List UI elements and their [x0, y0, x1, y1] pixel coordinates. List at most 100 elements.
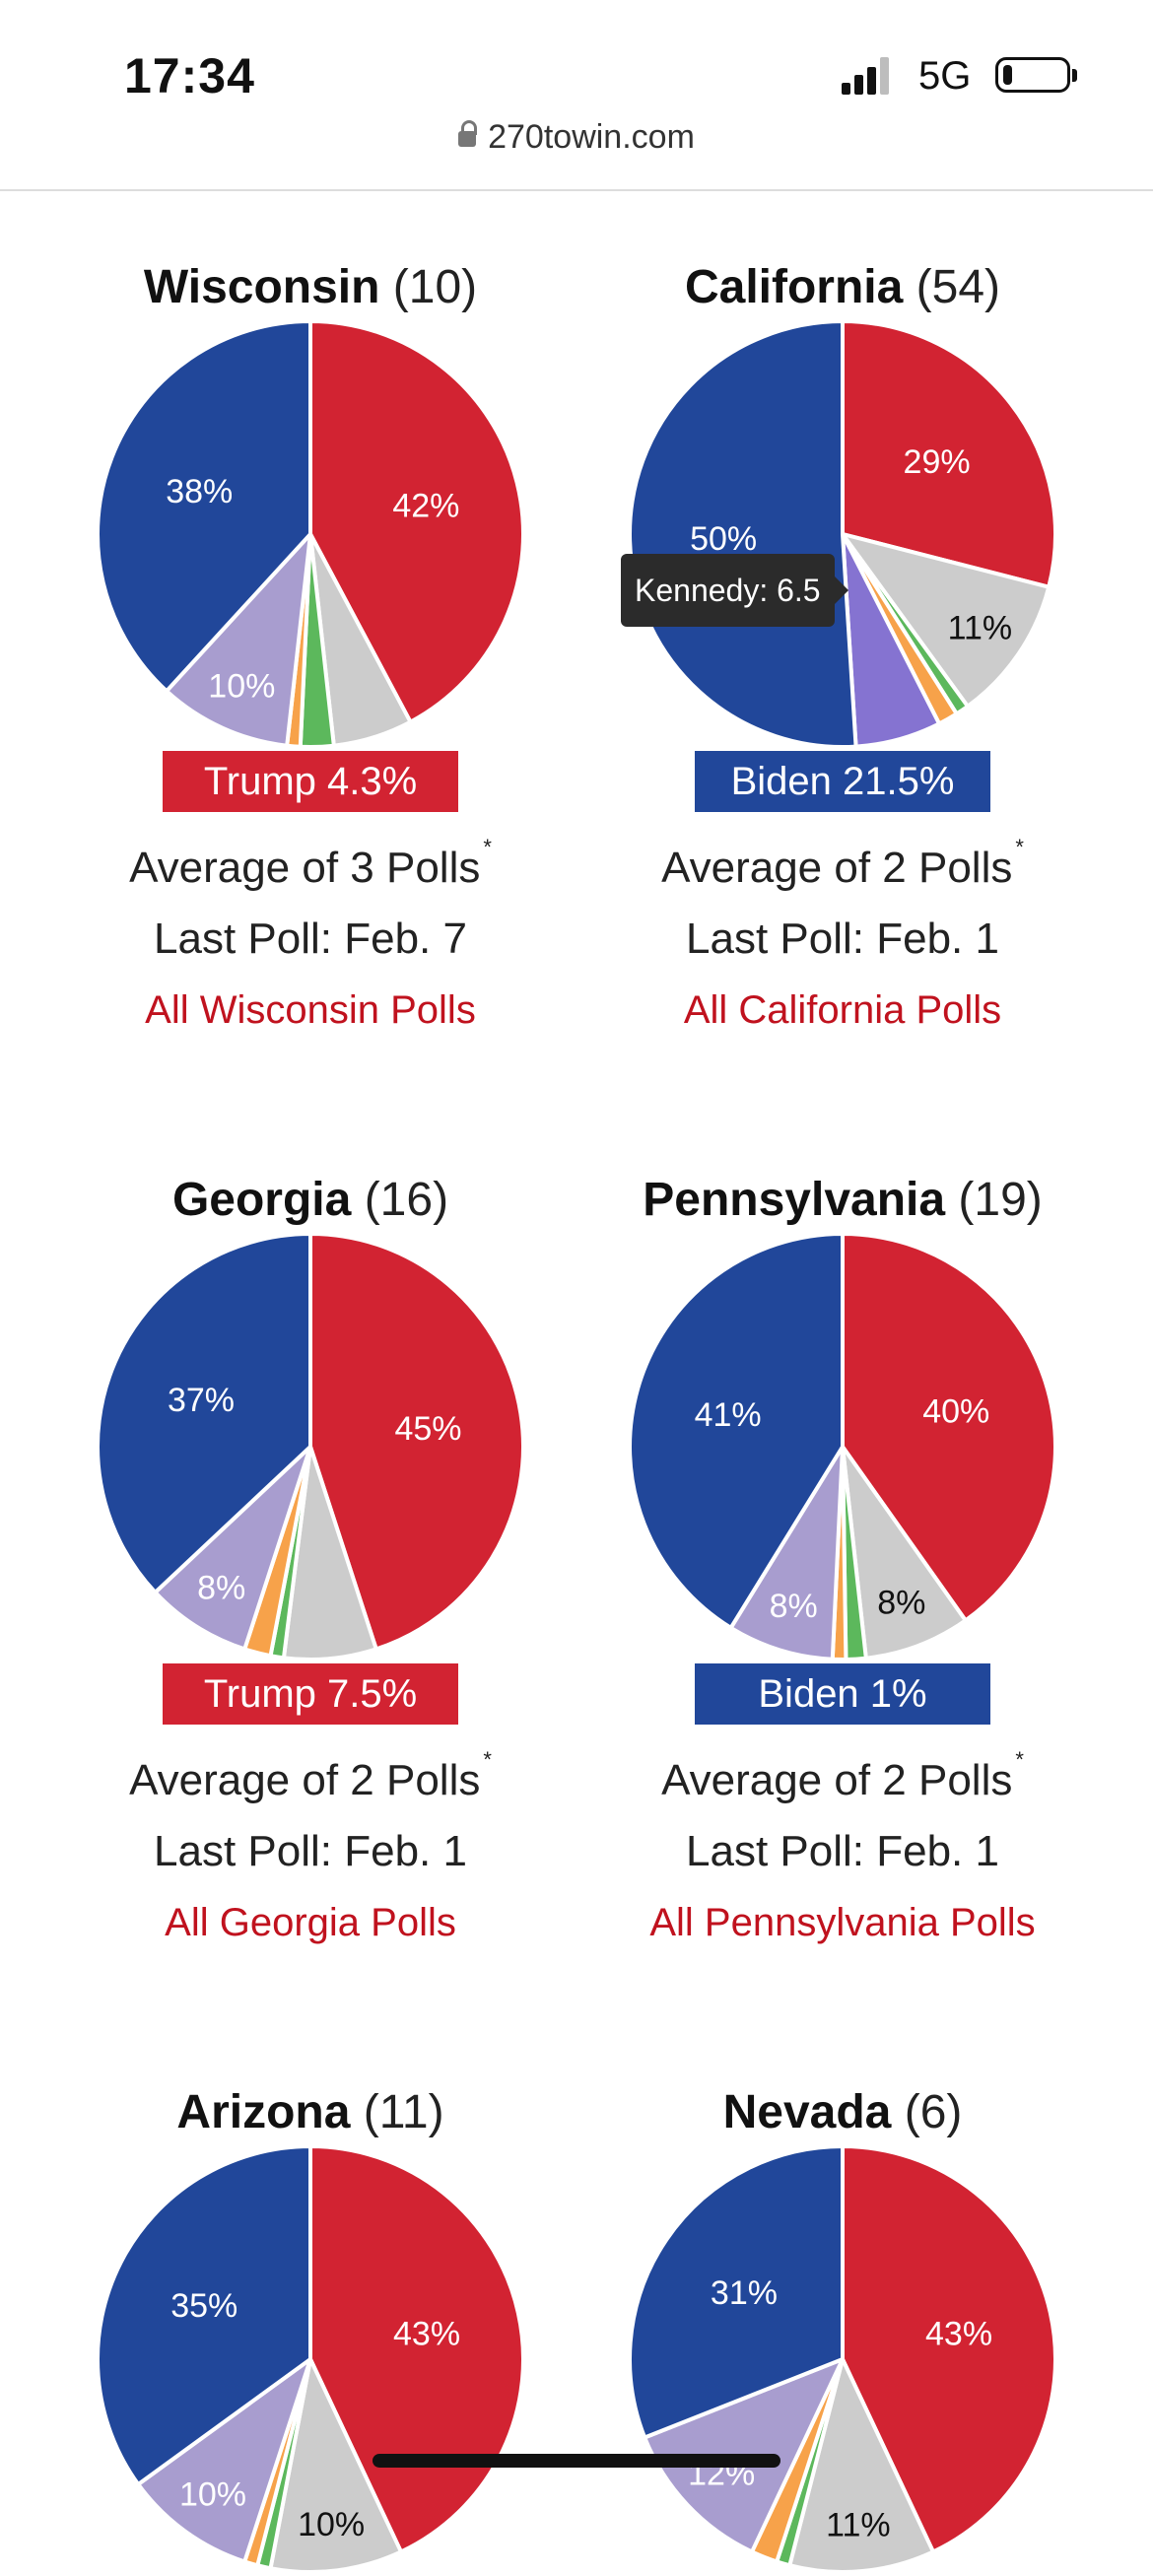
polling-leader-badge: Trump 7.5% [163, 1663, 458, 1725]
last-poll-date: Last Poll: Feb. 1 [154, 1827, 467, 1875]
state-title: Pennsylvania (19) [576, 1171, 1109, 1230]
pie-svg: 29% 11% 50% [628, 319, 1057, 749]
pie-data-label: 45% [394, 1410, 461, 1448]
pie-slice-biden[interactable] [628, 1232, 845, 1630]
electoral-votes: (54) [916, 261, 1001, 313]
home-indicator[interactable] [373, 2454, 780, 2468]
pie-data-label: 40% [922, 1392, 989, 1430]
pie-data-label: 8% [197, 1569, 245, 1606]
pie-slice-kennedy[interactable] [165, 532, 312, 748]
url-divider [0, 189, 1153, 191]
state-card-pennsylvania: Pennsylvania (19) 40% 8% 8% 41% Biden 1% Av… [576, 1171, 1109, 1958]
state-name: Georgia [171, 1174, 352, 1226]
url-bar[interactable]: 270towin.com [0, 118, 1153, 177]
all-polls-link[interactable]: All Pennsylvania Polls [649, 1901, 1036, 1944]
state-name: California [684, 261, 904, 313]
pie-slice-biden[interactable] [96, 2144, 312, 2486]
footnote-marker: * [1015, 1747, 1024, 1772]
pie-slice-trump[interactable] [841, 319, 1057, 589]
state-title: California (54) [576, 258, 1109, 317]
state-card-wisconsin: Wisconsin (10) 42% 10% 38% Trump 4.3% Aver… [44, 258, 576, 1046]
url-text: 270towin.com [488, 118, 695, 156]
polling-leader-badge: Biden 21.5% [695, 751, 990, 812]
pie-chart[interactable]: 43% 11% 12% 31% [576, 2142, 1109, 2576]
pie-data-label: 42% [392, 488, 459, 525]
all-polls-link[interactable]: All Wisconsin Polls [145, 988, 476, 1032]
footnote-marker: * [483, 1747, 492, 1772]
pie-data-label: 11% [948, 610, 1013, 647]
polling-leader-badge: Trump 4.3% [163, 751, 458, 812]
pie-slice-biden[interactable] [628, 2144, 845, 2440]
polling-leader-badge: Biden 1% [695, 1663, 990, 1725]
electoral-votes: (16) [364, 1174, 449, 1226]
poll-average: Average of 3 Polls * [44, 812, 576, 904]
state-card-california: California (54) 29% 11% 50% Kennedy: 6.5 B… [576, 258, 1109, 1046]
state-card-georgia: Georgia (16) 45% 8% 37% Trump 7.5% Average… [44, 1171, 576, 1958]
pie-slice-biden[interactable] [96, 1232, 312, 1594]
network-type: 5G [918, 54, 972, 98]
state-title: Georgia (16) [44, 1171, 576, 1230]
pie-data-label: 50% [690, 520, 757, 558]
pie-data-label: 38% [166, 473, 233, 510]
pie-data-label: 10% [179, 2475, 246, 2513]
pie-slice-undecided[interactable] [841, 532, 1051, 709]
electoral-votes: (6) [904, 2086, 963, 2138]
state-name: Wisconsin [143, 261, 380, 313]
electoral-votes: (10) [392, 261, 478, 313]
status-time: 17:34 [124, 48, 255, 103]
pie-data-label: 37% [168, 1382, 235, 1419]
poll-average: Average of 2 Polls * [576, 812, 1109, 904]
pie-svg: 42% 10% 38% [96, 319, 525, 749]
footnote-marker: * [1015, 835, 1024, 859]
electoral-votes: (19) [958, 1174, 1043, 1226]
pie-chart[interactable]: 45% 8% 37% [44, 1230, 576, 1663]
pie-data-label: 35% [170, 2287, 237, 2325]
state-title: Nevada (6) [576, 2083, 1109, 2142]
poll-average-text: Average of 2 Polls [661, 1756, 1013, 1804]
all-polls-link[interactable]: All California Polls [683, 988, 1002, 1032]
pie-slice-undecided[interactable] [841, 1445, 968, 1661]
lock-icon [458, 120, 478, 150]
pie-data-label: 43% [925, 2316, 992, 2353]
state-card-arizona: Arizona (11) 43% 10% 10% 35% [44, 2083, 576, 2576]
poll-average-text: Average of 2 Polls [661, 844, 1013, 892]
poll-average-text: Average of 3 Polls [129, 844, 481, 892]
pie-svg: 43% 10% 10% 35% [96, 2144, 525, 2574]
footnote-marker: * [483, 835, 492, 859]
last-poll-date: Last Poll: Feb. 7 [154, 915, 467, 963]
state-name: Pennsylvania [643, 1174, 946, 1226]
pie-svg: 45% 8% 37% [96, 1232, 525, 1661]
pie-data-label: 31% [711, 2274, 778, 2312]
pie-svg: 40% 8% 8% 41% [628, 1232, 1057, 1661]
pie-chart[interactable]: 43% 10% 10% 35% [44, 2142, 576, 2576]
pie-data-label: 43% [393, 2316, 460, 2353]
pie-slice-trump[interactable] [308, 319, 525, 724]
pie-slice-kennedy[interactable] [153, 1445, 312, 1652]
pie-slice-biden[interactable] [628, 319, 858, 749]
pie-data-label: 8% [877, 1584, 925, 1621]
pie-svg: 43%11%12%31% [628, 2144, 1057, 2574]
last-poll-date: Last Poll: Feb. 1 [686, 1827, 999, 1875]
pie-slice-kennedy[interactable] [728, 1445, 845, 1661]
pie-data-label: 29% [904, 443, 971, 481]
pie-chart[interactable]: 29% 11% 50% Kennedy: 6.5 [576, 317, 1109, 751]
pie-slice-trump[interactable] [308, 1232, 525, 1652]
pie-data-label: 41% [695, 1396, 762, 1434]
state-title: Arizona (11) [44, 2083, 576, 2142]
state-name: Nevada [722, 2086, 892, 2138]
pie-chart[interactable]: 42% 10% 38% [44, 317, 576, 751]
pie-slice-trump[interactable] [841, 1232, 1057, 1623]
poll-average-text: Average of 2 Polls [129, 1756, 481, 1804]
pie-data-label: 8% [770, 1588, 818, 1625]
electoral-votes: (11) [363, 2086, 444, 2138]
all-polls-link[interactable]: All Georgia Polls [165, 1901, 456, 1944]
pie-data-label: 10% [208, 667, 275, 705]
state-card-nevada: Nevada (6) 43% 11% 12% 31% [576, 2083, 1109, 2576]
battery-cap [1072, 69, 1077, 82]
state-title: Wisconsin (10) [44, 258, 576, 317]
pie-data-label: 10% [298, 2506, 365, 2543]
pie-data-label: 11% [826, 2507, 891, 2544]
pie-slice-biden[interactable] [96, 319, 312, 694]
battery-icon [995, 57, 1070, 93]
pie-chart[interactable]: 40% 8% 8% 41% [576, 1230, 1109, 1663]
